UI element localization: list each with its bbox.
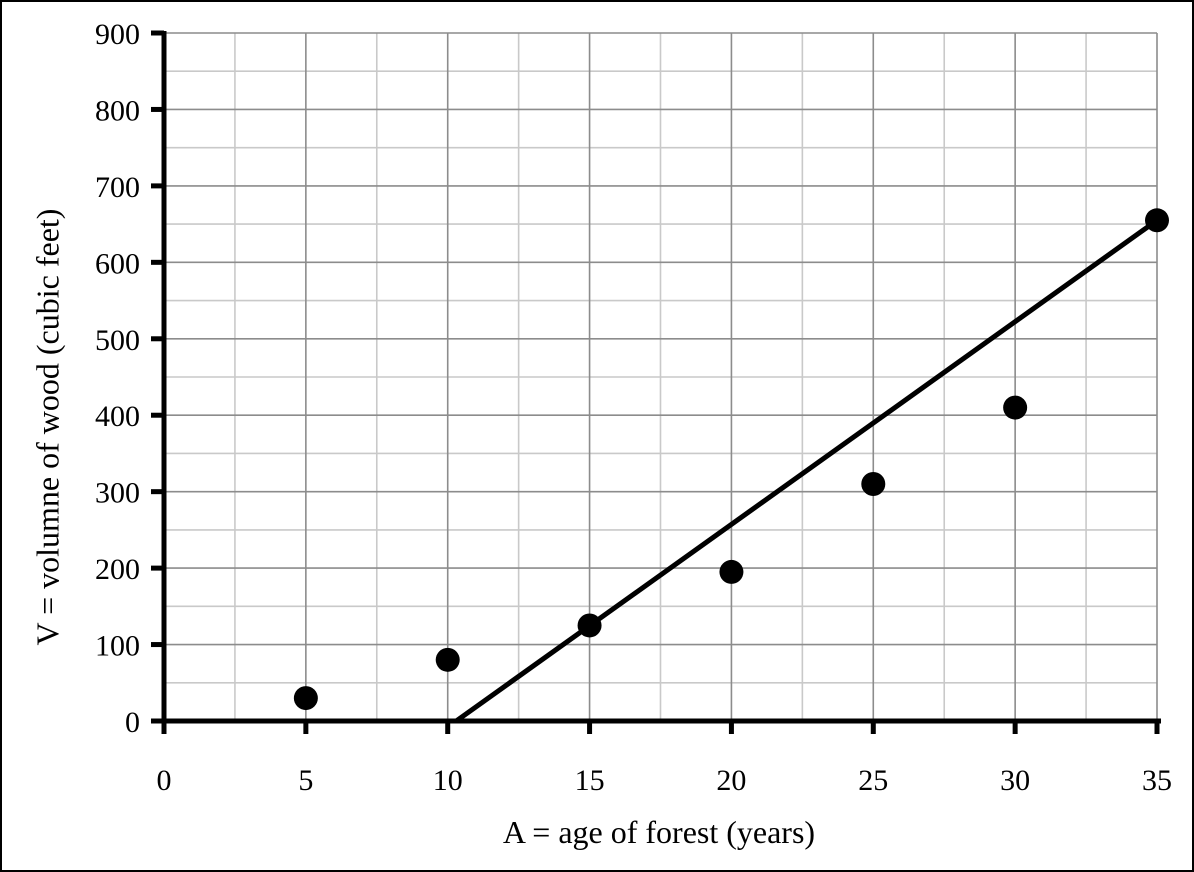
y-tick-label: 900 [95,18,140,51]
x-tick-label: 15 [575,764,605,797]
data-point [293,686,318,711]
y-tick-label: 400 [95,400,140,433]
data-point [1003,395,1028,420]
x-tick-label: 0 [157,764,172,797]
y-tick-label: 500 [95,324,140,357]
y-tick-label: 600 [95,247,140,280]
x-tick-label: 30 [1000,764,1030,797]
x-tick-label: 20 [716,764,746,797]
y-tick-label: 300 [95,477,140,510]
y-tick-label: 700 [95,171,140,204]
data-point [1145,208,1169,233]
x-tick-label: 35 [1142,764,1172,797]
x-tick-label: 25 [858,764,888,797]
y-axis-title: V = volumne of wood (cubic feet) [29,208,66,646]
y-tick-label: 800 [95,94,140,127]
data-point [577,613,602,638]
data-point [861,472,886,497]
y-tick-label: 200 [95,553,140,586]
y-tick-label: 100 [95,630,140,663]
x-tick-label: 5 [298,764,313,797]
y-tick-label: 0 [125,706,140,739]
trend-line [453,217,1160,724]
x-tick-label: 10 [433,764,463,797]
data-point [719,559,744,584]
data-point [435,647,460,672]
x-axis-title: A = age of forest (years) [502,814,816,850]
